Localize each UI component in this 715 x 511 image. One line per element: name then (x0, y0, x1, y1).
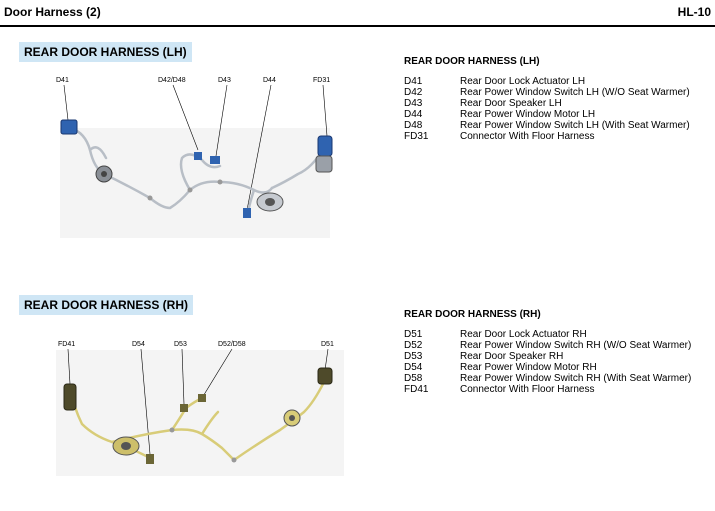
rh-callout-d51: D51 (321, 341, 334, 348)
rh-connector-d52-d58 (198, 394, 206, 402)
page-header: Door Harness (2) HL-10 (0, 0, 715, 27)
list-item: D41 Rear Door Lock Actuator LH (404, 76, 586, 87)
list-item: D51 Rear Door Lock Actuator RH (404, 329, 587, 340)
list-item: D43 Rear Door Speaker LH (404, 98, 562, 109)
lh-callout-fd31: FD31 (313, 77, 330, 84)
list-item: D58 Rear Power Window Switch RH (With Sea… (404, 373, 692, 384)
lh-legend: REAR DOOR HARNESS (LH) D41 Rear Door Lock… (404, 56, 690, 142)
rh-callout-d54: D54 (132, 341, 145, 348)
lh-connector-d41 (60, 119, 78, 135)
lh-harness-diagram: D41 D42/D48 D43 D44 FD31 (40, 70, 350, 240)
list-item: D42 Rear Power Window Switch LH (W/O Seat… (404, 87, 690, 98)
rh-harness-diagram: FD41 D54 D53 D52/D58 D51 (52, 338, 352, 478)
rh-connector-d51 (317, 367, 333, 385)
list-item: D54 Rear Power Window Motor RH (404, 362, 597, 373)
page-code: HL-10 (677, 5, 711, 19)
rh-legend: REAR DOOR HARNESS (RH) D51 Rear Door Lock… (404, 309, 691, 395)
rh-connector-d54 (146, 454, 154, 464)
lh-connector-d42-d48 (194, 152, 202, 160)
list-item: D44 Rear Power Window Motor LH (404, 109, 596, 120)
lh-callout-d43: D43 (218, 77, 231, 84)
rh-legend-title: REAR DOOR HARNESS (RH) (404, 309, 541, 320)
lh-connector-d43 (210, 156, 220, 164)
list-item: D53 Rear Door Speaker RH (404, 351, 564, 362)
lh-connector-fd31 (317, 135, 333, 157)
lh-legend-title: REAR DOOR HARNESS (LH) (404, 56, 540, 67)
rh-callout-fd41: FD41 (58, 341, 75, 348)
list-item: D52 Rear Power Window Switch RH (W/O Seat… (404, 340, 692, 351)
list-item: D48 Rear Power Window Switch LH (With Sea… (404, 120, 690, 131)
rh-connector-d53 (180, 404, 188, 412)
page-title: Door Harness (2) (4, 5, 101, 19)
rh-components (63, 367, 333, 464)
lh-callout-d44: D44 (263, 77, 276, 84)
lh-section-label: REAR DOOR HARNESS (LH) (19, 42, 192, 62)
list-item: FD41 Connector With Floor Harness (404, 384, 595, 395)
rh-connector-fd41 (63, 383, 77, 411)
rh-callout-d52-d58: D52/D58 (218, 341, 246, 348)
lh-callout-d41: D41 (56, 77, 69, 84)
rh-section-label: REAR DOOR HARNESS (RH) (19, 295, 194, 315)
lh-connector-d44 (243, 208, 251, 218)
rh-callout-d53: D53 (174, 341, 187, 348)
lh-callout-d42-d48: D42/D48 (158, 77, 186, 84)
list-item: FD31 Connector With Floor Harness (404, 131, 595, 142)
lh-components (60, 119, 333, 218)
